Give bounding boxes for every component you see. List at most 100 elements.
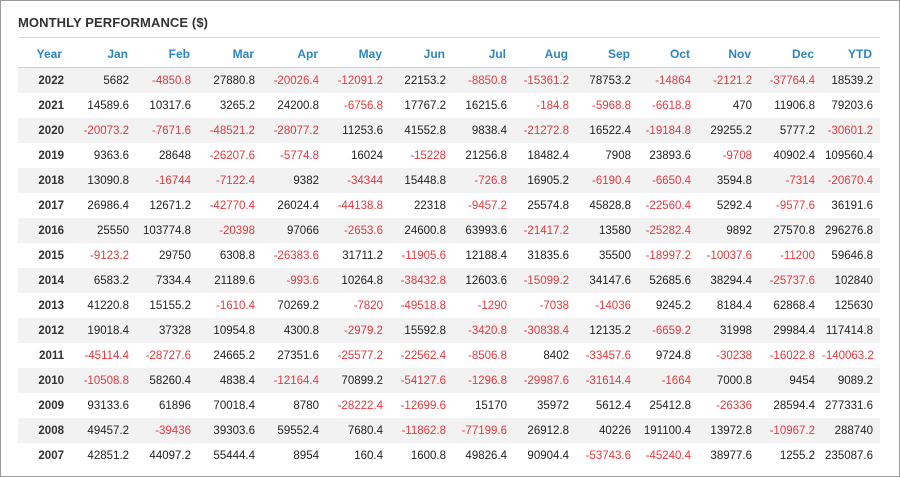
value-cell-mar: 70018.4 (213, 399, 255, 412)
value-cell-aug: 26912.8 (514, 418, 576, 443)
value-cell-jan: 9363.6 (93, 149, 129, 162)
value-cell-feb: 15155.2 (149, 299, 191, 312)
value-cell-jul: 63993.6 (453, 218, 514, 243)
value-cell-sep: 12135.2 (576, 318, 638, 343)
value-cell-jun: 17767.2 (404, 99, 446, 112)
value-cell-jul: -1296.8 (453, 368, 514, 393)
year-cell: 2013 (38, 299, 64, 312)
value-cell-nov: 38977.6 (710, 449, 752, 462)
value-cell-jul: -726.8 (453, 168, 514, 193)
value-cell-sep: 13580 (576, 218, 638, 243)
value-cell-jul: -9457.2 (467, 199, 507, 212)
table-row: 2007 42851.2 44097.2 55444.4 8954 160.4 1600.8… (18, 443, 880, 468)
value-cell-ytd: 36191.6 (831, 199, 873, 212)
value-cell-jun: -12699.6 (400, 399, 446, 412)
value-cell-aug: 90904.4 (527, 449, 569, 462)
year-cell: 2015 (38, 249, 64, 262)
value-cell-aug: -21272.8 (514, 118, 576, 143)
value-cell-sep: 16522.4 (576, 118, 638, 143)
column-header-dec: Dec (759, 41, 822, 68)
value-cell-jun: -54127.6 (390, 368, 453, 393)
value-cell-may: -25577.2 (337, 349, 383, 362)
value-cell-nov: 31998 (698, 318, 759, 343)
table-row: 2022 5682 -4850.8 27880.8 -20026.4 -12091.2 22… (18, 67, 880, 93)
value-cell-jun: 1600.8 (410, 449, 446, 462)
value-cell-mar: 3265.2 (219, 99, 255, 112)
value-cell-sep: -31614.4 (576, 368, 638, 393)
value-cell-dec: 1255.2 (779, 449, 815, 462)
value-cell-apr: 97066 (262, 218, 326, 243)
value-cell-feb: -7671.6 (136, 118, 198, 143)
value-cell-jun: 22318 (414, 199, 446, 212)
value-cell-dec: 9454 (759, 368, 822, 393)
value-cell-dec: -37764.4 (759, 67, 822, 93)
value-cell-ytd: 9089.2 (822, 368, 880, 393)
year-cell: 2017 (38, 199, 64, 212)
value-cell-dec: 40902.4 (773, 149, 815, 162)
value-cell-dec: 62868.4 (773, 299, 815, 312)
value-cell-jul: 12188.4 (465, 249, 507, 262)
year-cell: 2020 (18, 118, 74, 143)
value-cell-feb: 58260.4 (136, 368, 198, 393)
value-cell-nov: -9708 (722, 149, 752, 162)
table-header-row: Year Jan Feb Mar Apr May Jun Jul Aug Sep Oct Nov Dec… (18, 41, 880, 68)
value-cell-apr: -5774.8 (279, 149, 319, 162)
value-cell-dec: -7314 (759, 168, 822, 193)
value-cell-may: -12091.2 (326, 67, 390, 93)
value-cell-ytd: 235087.6 (825, 449, 873, 462)
value-cell-apr: 26024.4 (277, 199, 319, 212)
value-cell-mar: 6308.8 (219, 249, 255, 262)
value-cell-oct: 191100.4 (638, 418, 698, 443)
value-cell-jun: 41552.8 (390, 118, 453, 143)
title-divider (18, 37, 880, 38)
value-cell-jan: 5682 (74, 67, 136, 93)
table-body: 2022 5682 -4850.8 27880.8 -20026.4 -12091.2 22… (18, 67, 880, 469)
value-cell-aug: -29987.6 (514, 368, 576, 393)
value-cell-sep: 45828.8 (589, 199, 631, 212)
table-row: 2010 -10508.8 58260.4 4838.4 -12164.4 70899.2… (18, 368, 880, 393)
value-cell-jan: 14589.6 (87, 99, 129, 112)
value-cell-sep: -5968.8 (591, 99, 631, 112)
value-cell-sep: 5612.4 (595, 399, 631, 412)
value-cell-dec: -11200 (780, 249, 815, 262)
table-row: 2018 13090.8 -16744 -7122.4 9382 -34344 15448.… (18, 168, 880, 193)
value-cell-apr: 59552.4 (262, 418, 326, 443)
value-cell-feb: 10317.6 (149, 99, 191, 112)
value-cell-may: 10264.8 (326, 268, 390, 293)
value-cell-may: -44138.8 (337, 199, 383, 212)
value-cell-jun: -11905.6 (401, 249, 446, 262)
value-cell-aug: -30838.4 (514, 318, 576, 343)
column-header-jan: Jan (74, 41, 136, 68)
value-cell-mar: 4838.4 (198, 368, 262, 393)
year-cell: 2014 (18, 268, 74, 293)
value-cell-may: 70899.2 (326, 368, 390, 393)
value-cell-feb: 61896 (159, 399, 191, 412)
value-cell-feb: 29750 (159, 249, 191, 262)
value-cell-jan: 93133.6 (87, 399, 129, 412)
value-cell-mar: 10954.8 (198, 318, 262, 343)
value-cell-apr: 70269.2 (277, 299, 319, 312)
value-cell-aug: -7038 (539, 299, 569, 312)
value-cell-mar: -20398 (198, 218, 262, 243)
value-cell-nov: 29255.2 (698, 118, 759, 143)
year-cell: 2021 (38, 99, 64, 112)
value-cell-jul: 9838.4 (453, 118, 514, 143)
table-row: 2009 93133.6 61896 70018.4 8780 -28222.4 -1269… (18, 393, 880, 418)
value-cell-may: -2653.6 (326, 218, 390, 243)
value-cell-feb: 44097.2 (149, 449, 191, 462)
value-cell-may: 31711.2 (342, 249, 383, 262)
value-cell-aug: 31835.6 (527, 249, 569, 262)
value-cell-mar: 27880.8 (198, 67, 262, 93)
value-cell-ytd: 125630 (834, 299, 873, 312)
value-cell-mar: -26207.6 (209, 149, 255, 162)
value-cell-nov: -10037.6 (706, 249, 752, 262)
column-header-apr: Apr (262, 41, 326, 68)
value-cell-feb: 12671.2 (149, 199, 191, 212)
column-header-jul: Jul (453, 41, 514, 68)
year-cell: 2012 (18, 318, 74, 343)
value-cell-jul: -8850.8 (453, 67, 514, 93)
year-cell: 2019 (38, 149, 64, 162)
value-cell-jul: 15170 (475, 399, 507, 412)
value-cell-oct: 9245.2 (655, 299, 691, 312)
